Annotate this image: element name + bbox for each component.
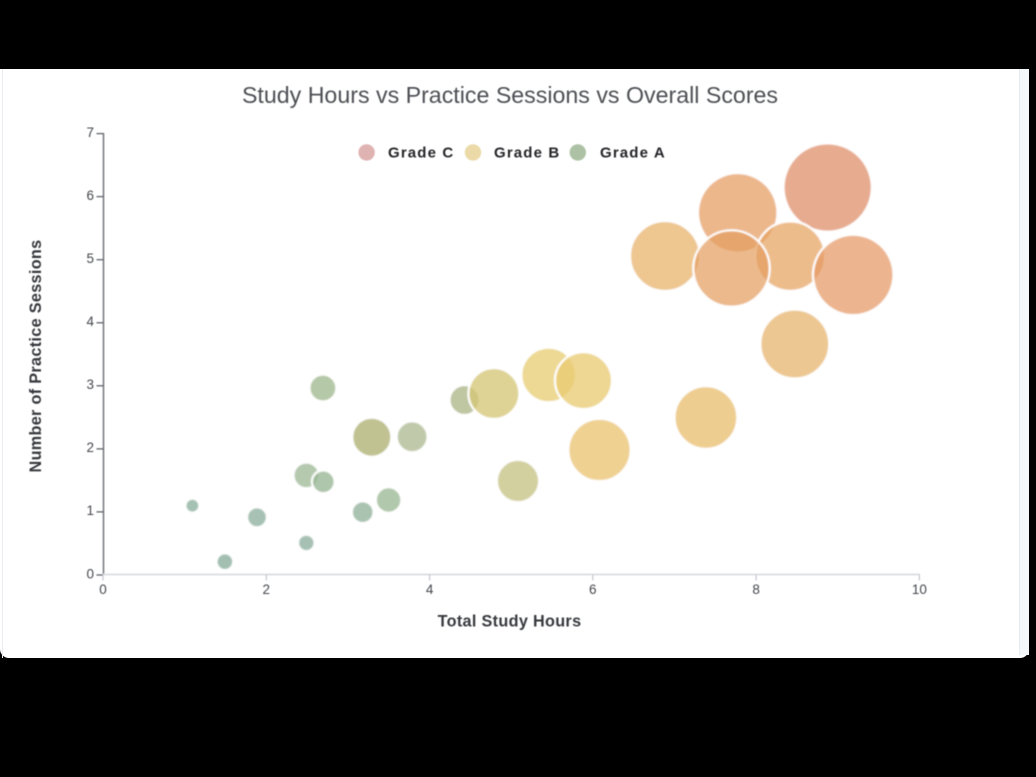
- svg-text:Study Hours vs Practice Sessio: Study Hours vs Practice Sessions vs Over…: [242, 82, 778, 108]
- svg-text:Total Study Hours: Total Study Hours: [438, 613, 582, 631]
- svg-text:5: 5: [86, 251, 94, 266]
- svg-text:1: 1: [86, 503, 94, 518]
- svg-text:10: 10: [912, 582, 927, 597]
- svg-text:Grade A: Grade A: [600, 145, 666, 162]
- svg-text:Grade B: Grade B: [494, 145, 560, 162]
- svg-text:6: 6: [86, 188, 94, 203]
- svg-text:8: 8: [752, 582, 760, 597]
- svg-text:0: 0: [99, 582, 107, 597]
- svg-text:4: 4: [86, 314, 94, 329]
- svg-text:4: 4: [426, 582, 434, 597]
- svg-text:Number of Practice Sessions: Number of Practice Sessions: [27, 240, 45, 473]
- svg-text:0: 0: [86, 566, 94, 581]
- svg-text:Grade C: Grade C: [388, 145, 454, 162]
- svg-text:2: 2: [263, 582, 271, 597]
- svg-text:6: 6: [589, 582, 597, 597]
- svg-text:2: 2: [86, 440, 94, 455]
- svg-text:7: 7: [86, 125, 94, 140]
- svg-text:3: 3: [86, 377, 94, 392]
